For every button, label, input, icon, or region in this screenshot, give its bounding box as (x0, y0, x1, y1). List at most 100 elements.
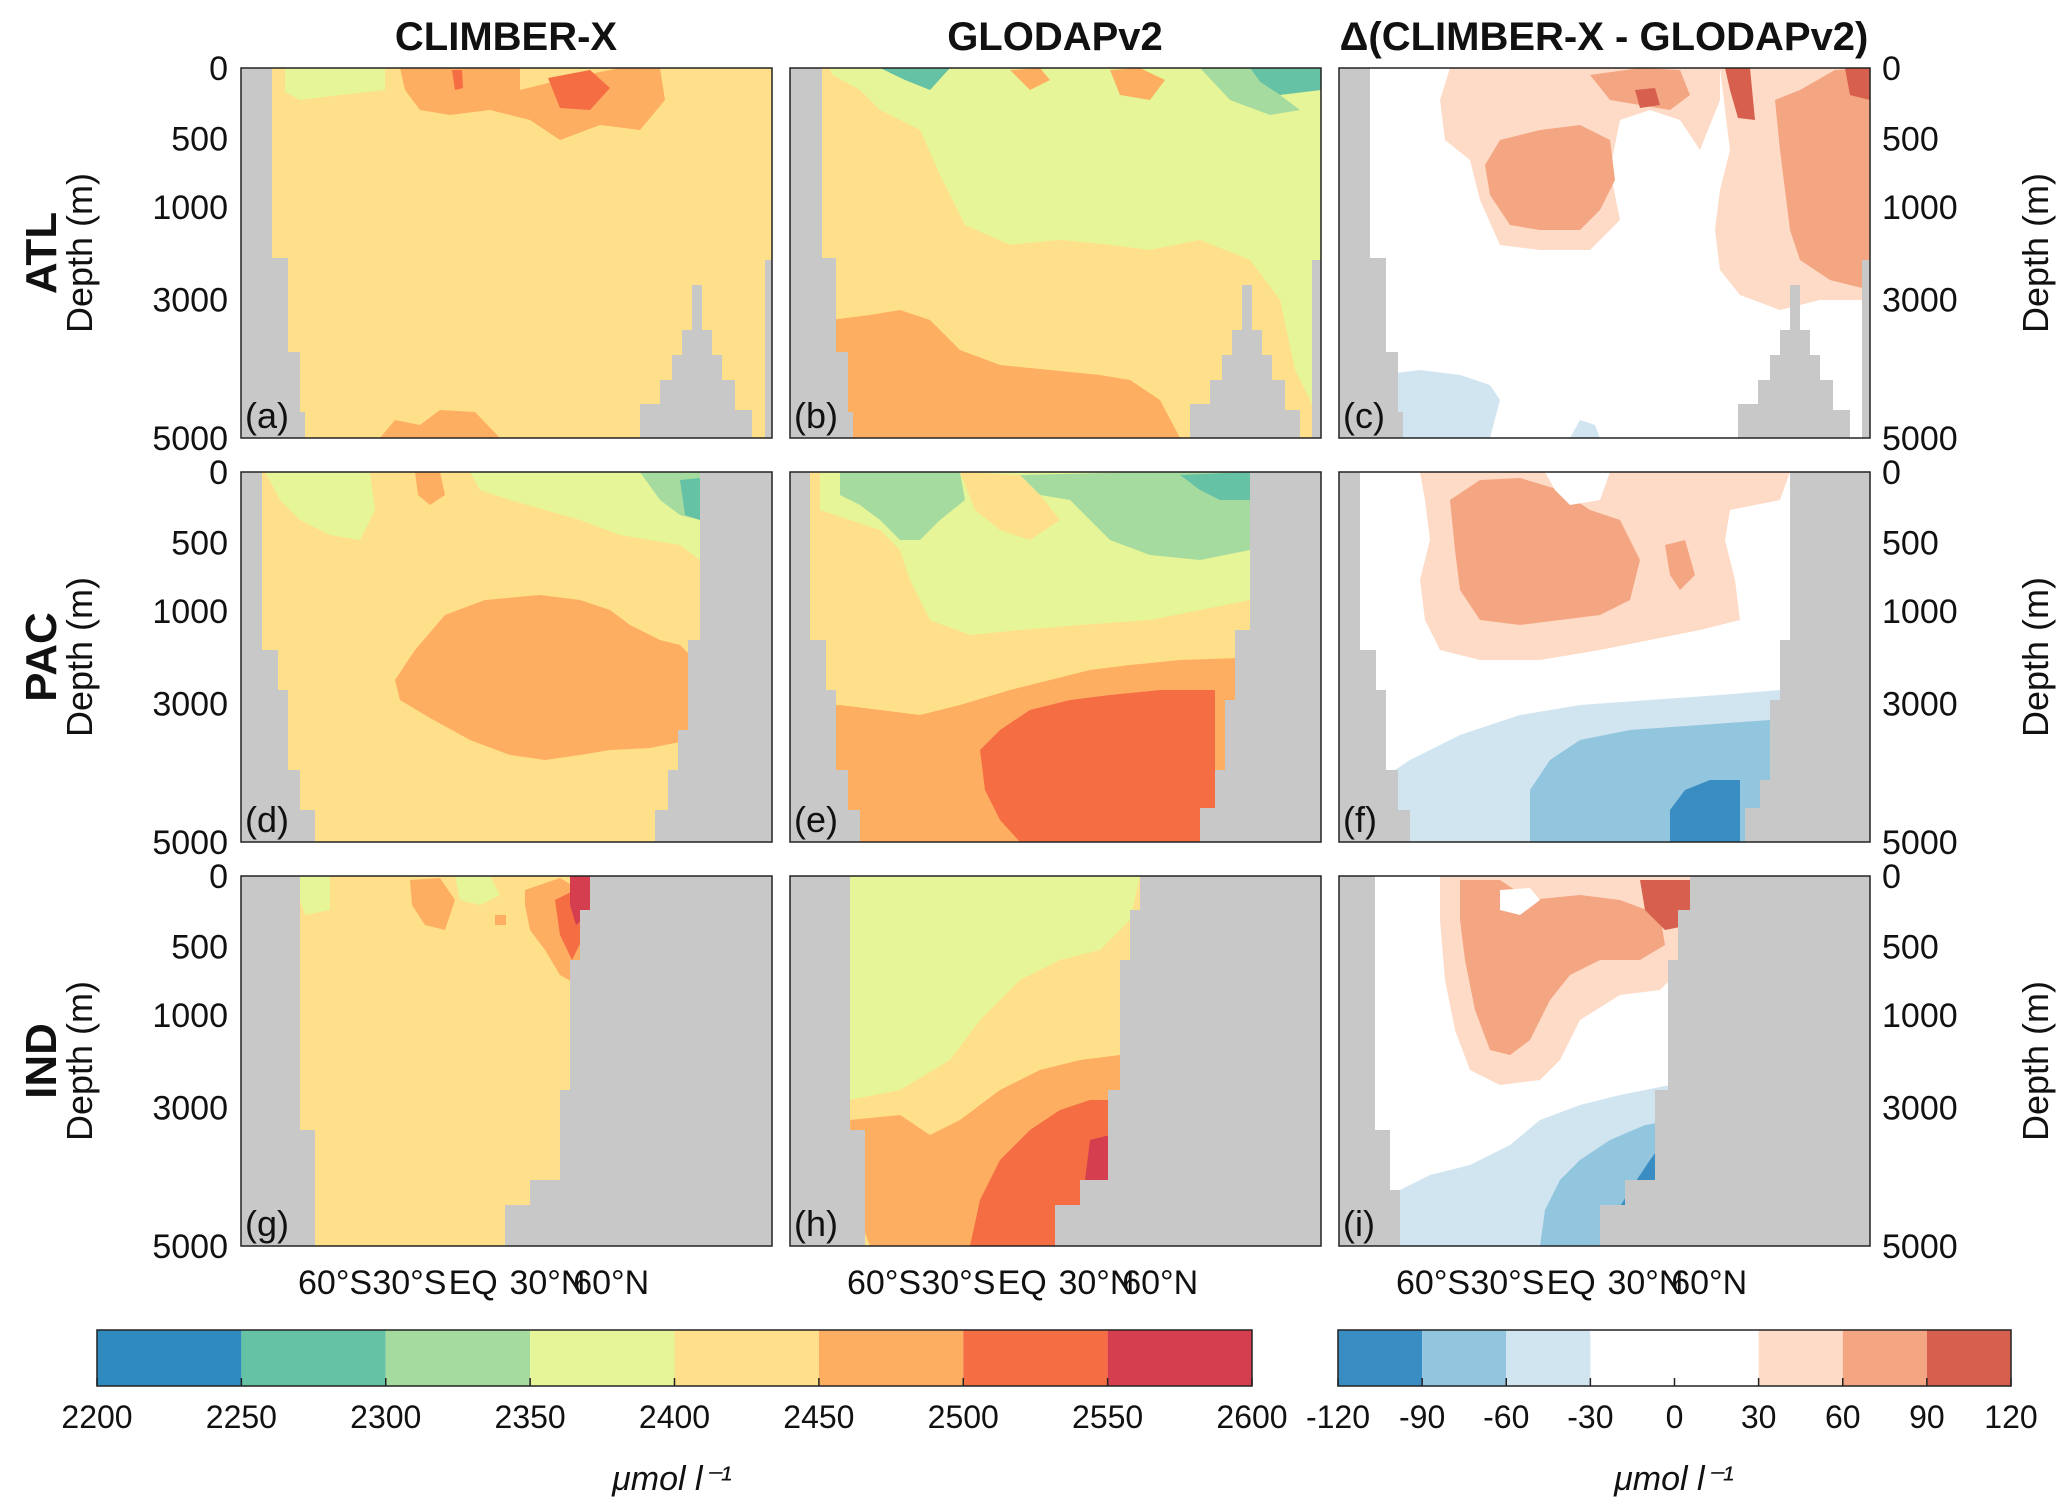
colorbar-absolute-tick-label: 2350 (495, 1399, 566, 1435)
land-left (1339, 68, 1403, 438)
colorbar-difference-unit: μmol l⁻¹ (1613, 1460, 1734, 1498)
panel-c (1339, 68, 1870, 438)
y-tick-labels-right: 0500100030005000050010003000500005001000… (1882, 50, 1958, 1266)
field-dark-red-surface (1635, 88, 1660, 108)
colorbar-difference-swatch (1338, 1330, 1423, 1386)
field-orange-surface2 (1010, 68, 1050, 90)
colorbar-absolute-unit: μmol l⁻¹ (611, 1460, 732, 1498)
y-tick-label-right: 1000 (1882, 997, 1958, 1035)
colorbar-absolute-swatch (1107, 1330, 1252, 1386)
panel-label-a: (a) (245, 395, 289, 436)
field-orange-deep (790, 310, 1180, 438)
y-tick-label-left: 0 (209, 454, 228, 492)
y-tick-label-left: 500 (171, 524, 228, 562)
y-tick-label-left: 500 (171, 928, 228, 966)
land-right-ridge (1738, 285, 1850, 438)
y-axis-label-left-pac: Depth (m) (59, 577, 100, 737)
x-tick-label: 30°S (372, 1264, 446, 1302)
field-mid-red-left (1485, 125, 1615, 230)
x-tick-label: 60°N (1671, 1264, 1747, 1302)
y-tick-label-right: 1000 (1882, 593, 1958, 631)
field-green-mid (455, 876, 500, 905)
x-tick-label: 30°S (921, 1264, 995, 1302)
y-axis-label-left-ind: Depth (m) (59, 981, 100, 1141)
field-orange-surface (410, 878, 455, 930)
field-red-dot (452, 70, 463, 90)
land-left (790, 68, 853, 438)
colorbar-difference-tick-label: -30 (1567, 1399, 1613, 1435)
field-dark-blue (1670, 780, 1740, 842)
land-right-ridge (640, 285, 752, 438)
land-right (655, 472, 772, 842)
land-left (241, 472, 315, 842)
y-tick-label-left: 3000 (152, 281, 228, 319)
x-tick-label: 30°S (1470, 1264, 1544, 1302)
x-tick-labels: 60°S 30°S EQ 30°N60°N 60°S 30°S EQ 30°N60°N 60°S… (298, 1264, 1747, 1302)
y-tick-label-left: 5000 (152, 1228, 228, 1266)
colorbar-difference-tick-label: -60 (1483, 1399, 1529, 1435)
colorbar-difference-tick-label: 0 (1666, 1399, 1684, 1435)
field-orange-surface (1110, 68, 1165, 100)
colorbar-absolute-tick-label: 2550 (1072, 1399, 1143, 1435)
y-axis-label-right-ind: Depth (m) (2015, 981, 2056, 1141)
colorbar-absolute-tick-label: 2200 (61, 1399, 132, 1435)
y-axis-label-right-pac: Depth (m) (2015, 577, 2056, 737)
field-dark-red-right (1725, 68, 1755, 120)
y-tick-label-right: 0 (1882, 858, 1901, 896)
y-tick-label-right: 0 (1882, 454, 1901, 492)
field-orange-dot (495, 915, 506, 925)
x-tick-label: 60°S (298, 1264, 372, 1302)
colorbar-absolute-tick-label: 2450 (783, 1399, 854, 1435)
colorbar-absolute-swatch (97, 1330, 242, 1386)
y-tick-label-right: 5000 (1882, 420, 1958, 458)
land-left (241, 68, 305, 438)
field-green-cool-right (1250, 68, 1321, 95)
row-title-atl: ATL (17, 212, 66, 294)
land-left (1339, 876, 1400, 1246)
panel-label-h: (h) (794, 1203, 838, 1244)
colorbar-absolute-swatch (963, 1330, 1108, 1386)
panel-b (790, 68, 1321, 438)
colorbar-difference-swatch (1506, 1330, 1591, 1386)
y-tick-label-right: 500 (1882, 120, 1939, 158)
colorbar-difference-tick-label: 120 (1984, 1399, 2037, 1435)
field-cool-green-right (680, 478, 700, 520)
panel-i (1339, 876, 1870, 1246)
y-tick-label-right: 5000 (1882, 1228, 1958, 1266)
x-tick-label: 30°N (1607, 1264, 1683, 1302)
colorbar-difference-swatch (1674, 1330, 1759, 1386)
colorbar-absolute: 2200 2250 2300 2350 2400 2450 2500 2550 2600 (61, 1329, 1288, 1435)
colorbar-difference-swatch (1842, 1330, 1927, 1386)
x-tick-label: EQ (998, 1264, 1047, 1302)
field-yellow-left (960, 472, 1060, 540)
colorbar-difference-tick-label: 60 (1825, 1399, 1861, 1435)
y-tick-label-right: 1000 (1882, 189, 1958, 227)
row-title-pac: PAC (17, 612, 66, 702)
field-cool-green (1180, 472, 1250, 500)
field-green (830, 68, 1321, 430)
colorbar-difference-tick-label: -90 (1399, 1399, 1445, 1435)
field-green-upper-yellow (960, 890, 1020, 940)
field-lightgreen-right (1020, 472, 1250, 560)
panel-label-b: (b) (794, 395, 838, 436)
land-left (241, 876, 315, 1246)
colorbar-difference-swatch (1926, 1330, 2011, 1386)
land-right-edge (1312, 260, 1321, 438)
panel-e (790, 472, 1321, 842)
panel-label-i: (i) (1343, 1203, 1375, 1244)
land-left (1339, 472, 1410, 842)
field-dark-red (1640, 880, 1690, 930)
y-tick-labels-left: 0500100030005000050010003000500005001000… (152, 50, 228, 1266)
field-mid-red-upper (1590, 68, 1690, 110)
panel-a (241, 68, 772, 438)
colorbar-absolute-swatch (385, 1330, 531, 1386)
field-mid-red (1460, 880, 1665, 1055)
y-tick-label-right: 3000 (1882, 281, 1958, 319)
x-tick-label: 60°N (573, 1264, 649, 1302)
x-tick-label: 60°S (1396, 1264, 1470, 1302)
y-tick-label-left: 500 (171, 120, 228, 158)
colorbar-difference-tick-label: 90 (1909, 1399, 1945, 1435)
column-title-difference: Δ(CLIMBER-X - GLODAPv2) (1340, 15, 1869, 59)
x-tick-label: 30°N (1058, 1264, 1134, 1302)
land-left (790, 876, 865, 1246)
